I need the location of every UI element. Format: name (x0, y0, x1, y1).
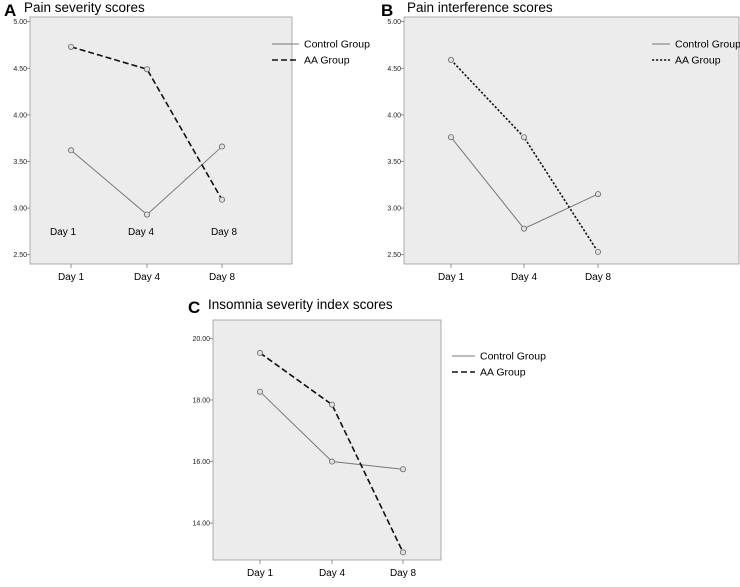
x-tick-label: Day 1 (247, 568, 274, 579)
y-tick-label: 3.50 (387, 159, 401, 166)
legend-label: Control Group (480, 351, 546, 363)
y-tick-label: 4.00 (13, 112, 27, 119)
panel-title: Pain interference scores (407, 0, 553, 15)
inner-day-label: Day 1 (50, 227, 77, 238)
data-point-aa-group (447, 56, 454, 63)
panel-letter: A (4, 1, 16, 20)
y-tick-label: 2.50 (13, 252, 27, 259)
y-tick-label: 14.00 (192, 521, 210, 528)
y-tick-label: 4.50 (13, 66, 27, 73)
data-point-control-group (521, 225, 528, 232)
x-tick-label: Day 8 (585, 272, 612, 283)
y-tick-label: 3.50 (13, 159, 27, 166)
inner-day-label: Day 4 (128, 227, 155, 238)
x-tick-label: Day 4 (319, 568, 346, 579)
data-point-control-group (447, 134, 454, 141)
y-tick-label: 20.00 (192, 336, 210, 343)
data-point-control-group (328, 458, 335, 465)
panel-letter: B (381, 1, 393, 20)
y-tick-label: 2.50 (387, 252, 401, 259)
x-tick-label: Day 1 (58, 272, 85, 283)
y-tick-label: 5.00 (13, 19, 27, 26)
series-line-aa-group (259, 352, 404, 553)
legend-label: AA Group (480, 367, 526, 379)
y-tick-label: 3.00 (387, 206, 401, 213)
panel-title: Pain severity scores (24, 0, 145, 15)
data-point-control-group (143, 211, 150, 218)
legend-label: Control Group (675, 39, 740, 51)
panel-letter: C (188, 298, 200, 317)
x-tick-label: Day 4 (511, 272, 538, 283)
y-tick-label: 5.00 (387, 19, 401, 26)
y-tick-label: 4.00 (387, 112, 401, 119)
data-point-control-group (68, 147, 75, 154)
inner-day-label: Day 8 (211, 227, 238, 238)
x-tick-label: Day 8 (209, 272, 236, 283)
panel-title: Insomnia severity index scores (208, 297, 393, 312)
legend: Control Group AA Group (652, 39, 740, 67)
y-tick-label: 4.50 (387, 66, 401, 73)
chart-panel-b: B Pain interference scores 2.50 3.00 3.50 4.0… (381, 0, 740, 283)
y-tick-label: 16.00 (192, 459, 210, 466)
data-point-aa-group (521, 134, 528, 141)
legend-label: Control Group (304, 39, 370, 51)
data-point-aa-group (256, 349, 263, 356)
data-point-control-group (256, 388, 263, 395)
x-tick-label: Day 4 (134, 272, 161, 283)
data-point-control-group (595, 191, 602, 198)
data-point-aa-group (595, 248, 602, 255)
data-point-aa-group (143, 66, 150, 73)
legend: Control Group AA Group (272, 39, 370, 67)
plot-area (403, 16, 740, 265)
y-tick-label: 3.00 (13, 206, 27, 213)
chart-panel-a: A Pain severity scores 2.50 3.00 3.50 4.00 4.5… (4, 0, 370, 283)
data-point-control-group (218, 143, 225, 150)
plot-area (29, 16, 293, 265)
legend-label: AA Group (304, 55, 350, 67)
plot-area (212, 319, 442, 561)
series-line-aa-group (450, 59, 599, 253)
data-point-aa-group (218, 196, 225, 203)
legend-label: AA Group (675, 55, 721, 67)
x-tick-label: Day 1 (438, 272, 465, 283)
y-tick-label: 18.00 (192, 398, 210, 405)
chart-panel-c: C Insomnia severity index scores 14.00 16.0… (188, 297, 546, 579)
data-point-aa-group (399, 549, 406, 556)
legend: Control Group AA Group (452, 351, 546, 379)
data-point-aa-group (328, 401, 335, 408)
x-tick-label: Day 8 (390, 568, 417, 579)
data-point-control-group (399, 466, 406, 473)
data-point-aa-group (68, 43, 75, 50)
